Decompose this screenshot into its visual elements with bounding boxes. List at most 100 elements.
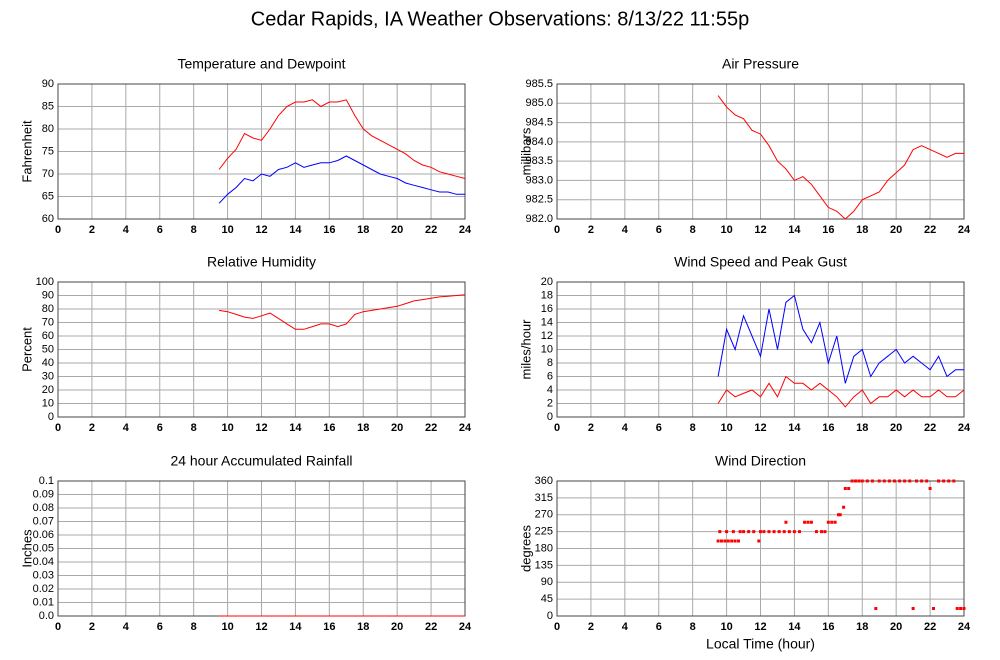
data-point: [826, 520, 830, 524]
x-tick-label: 22: [924, 621, 936, 633]
data-point: [792, 530, 796, 534]
y-tick-label: 90: [42, 289, 54, 301]
y-tick-label: 45: [541, 593, 553, 605]
data-point: [803, 520, 807, 524]
x-tick-label: 22: [924, 422, 936, 434]
y-tick-label: 0.01: [33, 596, 54, 608]
y-tick-label: 40: [42, 357, 54, 369]
data-point: [747, 530, 751, 534]
data-point: [782, 530, 786, 534]
data-point: [850, 479, 854, 483]
y-tick-label: 0: [48, 411, 54, 423]
plot-frame: [556, 480, 965, 617]
x-tick-label: 2: [89, 224, 95, 236]
y-tick-label: 20: [541, 276, 553, 288]
data-line: [717, 375, 965, 408]
x-tick-label: 0: [554, 422, 560, 434]
y-tick-label: 10: [541, 343, 553, 355]
data-point: [838, 513, 842, 517]
x-tick-label: 2: [588, 224, 594, 236]
data-point: [962, 607, 966, 610]
data-point: [937, 479, 941, 483]
x-tick-label: 22: [425, 422, 437, 434]
x-tick-label: 12: [754, 621, 766, 633]
y-tick-label: 4: [547, 384, 553, 396]
y-tick-label: 0.0: [39, 610, 54, 622]
y-tick-label: 0.06: [33, 529, 54, 541]
y-tick-label: 315: [535, 492, 553, 504]
data-point: [820, 530, 824, 534]
x-tick-label: 10: [720, 621, 732, 633]
data-point: [842, 505, 846, 509]
data-point: [843, 487, 847, 490]
data-point: [925, 479, 929, 483]
data-point: [903, 479, 907, 483]
plot-frame: [556, 83, 965, 220]
x-tick-label: 18: [357, 422, 369, 434]
x-tick-label: 18: [357, 224, 369, 236]
x-tick-label: 14: [289, 621, 302, 633]
x-tick-label: 2: [588, 422, 594, 434]
y-tick-label: 30: [42, 370, 54, 382]
x-tick-label: 4: [622, 422, 629, 434]
x-tick-label: 8: [191, 621, 197, 633]
x-tick-label: 24: [958, 422, 971, 434]
data-point: [731, 530, 735, 534]
data-point: [920, 479, 924, 483]
data-point: [757, 539, 761, 543]
data-point: [733, 539, 737, 543]
x-tick-label: 6: [656, 621, 662, 633]
x-tick-label: 0: [554, 621, 560, 633]
y-tick-label: 12: [541, 330, 553, 342]
data-point: [730, 539, 734, 543]
data-point: [742, 530, 746, 534]
data-point: [809, 520, 813, 524]
data-point: [860, 479, 864, 483]
y-axis-label: millibars: [518, 127, 533, 175]
data-point: [823, 530, 827, 534]
y-tick-label: 0.02: [33, 583, 54, 595]
x-tick-label: 14: [788, 224, 801, 236]
y-tick-label: 0.08: [33, 502, 54, 514]
data-point: [870, 479, 874, 483]
x-tick-label: 12: [754, 224, 766, 236]
x-tick-label: 0: [554, 224, 560, 236]
x-tick-label: 4: [622, 224, 629, 236]
data-point: [898, 479, 902, 483]
data-point: [798, 530, 802, 534]
x-axis-label: Local Time (hour): [706, 636, 815, 652]
data-point: [887, 479, 891, 483]
y-tick-label: 6: [547, 370, 553, 382]
data-point: [955, 607, 959, 610]
data-line: [717, 294, 964, 384]
y-axis-label: degrees: [518, 525, 533, 572]
y-tick-label: 0.05: [33, 542, 54, 554]
y-tick-label: 80: [42, 123, 54, 135]
y-tick-label: 982.5: [525, 194, 553, 206]
x-tick-label: 20: [391, 224, 403, 236]
x-tick-label: 20: [890, 224, 902, 236]
y-tick-label: 60: [42, 330, 54, 342]
data-line: [218, 155, 465, 204]
y-tick-label: 985.5: [525, 78, 553, 90]
x-tick-label: 16: [822, 621, 834, 633]
y-tick-label: 8: [547, 357, 553, 369]
x-tick-label: 6: [157, 621, 163, 633]
y-tick-label: 14: [541, 316, 553, 328]
x-tick-label: 4: [123, 224, 130, 236]
x-tick-label: 18: [856, 422, 868, 434]
x-tick-label: 10: [221, 422, 233, 434]
data-point: [814, 530, 818, 534]
data-point: [853, 479, 857, 483]
x-tick-label: 14: [289, 422, 302, 434]
x-tick-label: 18: [357, 621, 369, 633]
x-tick-label: 24: [958, 224, 971, 236]
x-tick-label: 2: [89, 621, 95, 633]
data-point: [719, 539, 723, 543]
x-tick-label: 16: [323, 422, 335, 434]
data-point: [767, 530, 771, 534]
x-tick-label: 0: [55, 621, 61, 633]
y-tick-label: 80: [42, 303, 54, 315]
y-tick-label: 10: [42, 397, 54, 409]
